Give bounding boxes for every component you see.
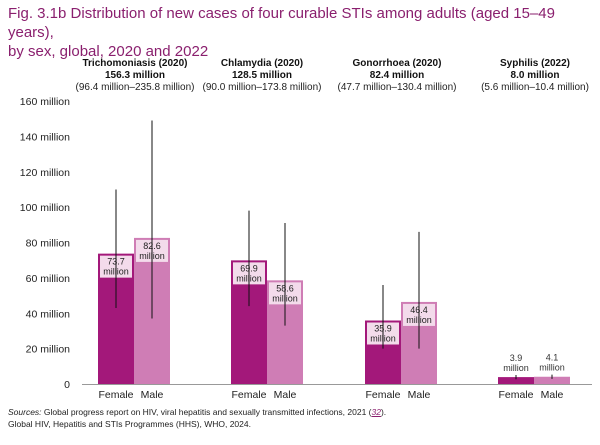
x-category-label: Female bbox=[498, 389, 533, 401]
data-label-value: 3.9 bbox=[510, 353, 523, 363]
y-tick-label: 100 million bbox=[20, 202, 70, 214]
group-range: (90.0 million–173.8 million) bbox=[203, 82, 322, 93]
group-total: 8.0 million bbox=[511, 70, 560, 81]
data-label-unit: million bbox=[503, 363, 529, 373]
x-category-label: Male bbox=[274, 389, 297, 401]
sources-close: ). bbox=[380, 407, 387, 417]
sources-reference-link[interactable]: 32 bbox=[371, 407, 381, 417]
group-total: 156.3 million bbox=[105, 70, 165, 81]
x-category-label: Male bbox=[541, 389, 564, 401]
group-total: 82.4 million bbox=[370, 70, 424, 81]
figure-title: Fig. 3.1b Distribution of new cases of f… bbox=[8, 4, 593, 61]
data-label-value: 4.1 bbox=[546, 353, 559, 363]
y-tick-label: 140 million bbox=[20, 131, 70, 143]
y-tick-label: 120 million bbox=[20, 167, 70, 179]
group-name: Trichomoniasis (2020) bbox=[82, 58, 187, 69]
group-range: (5.6 million–10.4 million) bbox=[481, 82, 589, 93]
x-category-label: Male bbox=[408, 389, 431, 401]
y-tick-label: 60 million bbox=[26, 273, 71, 285]
bar-female bbox=[498, 377, 534, 384]
sources-text: Global progress report on HIV, viral hep… bbox=[41, 407, 372, 417]
figure-title-line-2: by sex, global, 2020 and 2022 bbox=[8, 43, 209, 60]
data-label-unit: million bbox=[539, 363, 565, 373]
group-range: (96.4 million–235.8 million) bbox=[76, 82, 195, 93]
group-range: (47.7 million–130.4 million) bbox=[338, 82, 457, 93]
group-name: Syphilis (2022) bbox=[500, 58, 570, 69]
y-tick-label: 160 million bbox=[20, 96, 70, 108]
group-name: Gonorrhoea (2020) bbox=[353, 58, 442, 69]
x-category-label: Female bbox=[98, 389, 133, 401]
x-category-label: Male bbox=[141, 389, 164, 401]
y-tick-label: 80 million bbox=[26, 238, 71, 250]
y-tick-label: 20 million bbox=[26, 344, 71, 356]
x-category-label: Female bbox=[365, 389, 400, 401]
group-name: Chlamydia (2020) bbox=[221, 58, 303, 69]
x-category-label: Female bbox=[231, 389, 266, 401]
group-total: 128.5 million bbox=[232, 70, 292, 81]
sources-note: Sources: Global progress report on HIV, … bbox=[8, 406, 593, 430]
sources-prefix: Sources: bbox=[8, 407, 42, 417]
figure-title-line-1: Fig. 3.1b Distribution of new cases of f… bbox=[8, 5, 555, 41]
bar-male bbox=[534, 376, 570, 384]
sources-line-2: Global HIV, Hepatitis and STIs Programme… bbox=[8, 419, 251, 429]
y-tick-label: 0 bbox=[64, 379, 70, 391]
y-tick-label: 40 million bbox=[26, 308, 71, 320]
